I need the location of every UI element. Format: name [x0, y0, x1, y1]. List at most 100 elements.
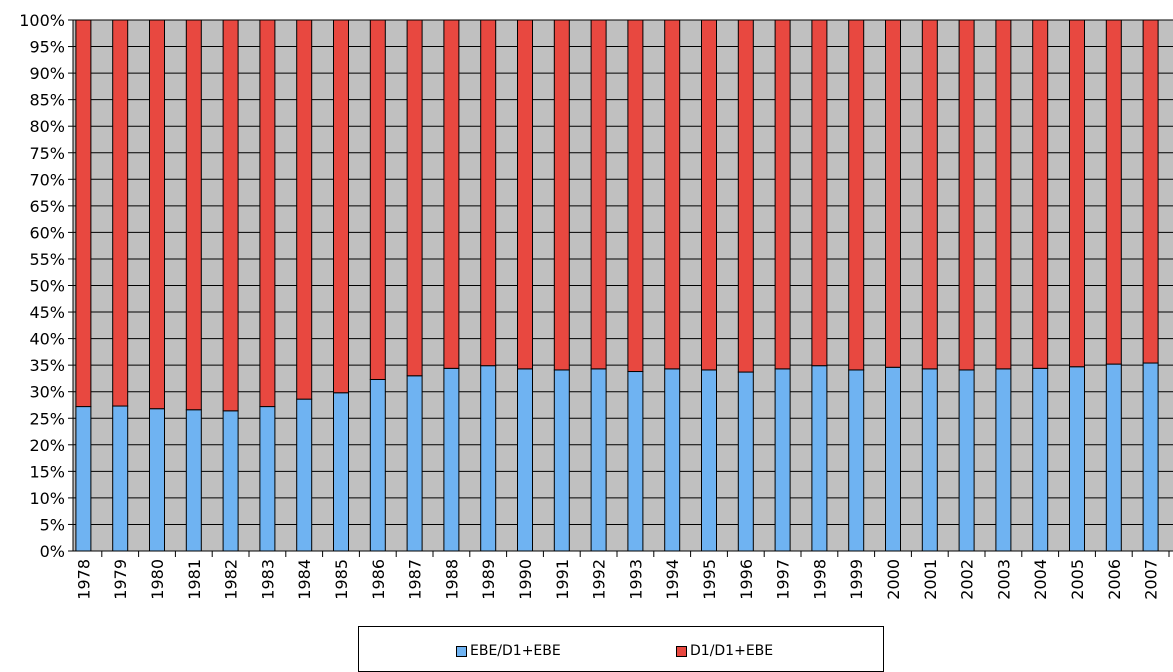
- bar-segment-d1-2005: [1069, 19, 1085, 368]
- y-tick-label: 55%: [29, 250, 65, 269]
- x-tick-label: 2001: [921, 559, 940, 600]
- bar-segment-d1-1998: [811, 19, 828, 367]
- bar-segment-d1-1994: [664, 19, 681, 370]
- bar-segment-ebe-1985: [333, 392, 349, 552]
- bar-segment-ebe-2005: [1069, 366, 1085, 552]
- bar-segment-d1-2006: [1105, 19, 1122, 365]
- x-tick-label: 1992: [590, 559, 609, 600]
- bar-segment-d1-2004: [1032, 19, 1049, 369]
- bar-segment-ebe-2000: [885, 366, 901, 552]
- x-tick-label: 1988: [442, 559, 461, 600]
- legend-item-d1: D1/D1+EBE: [676, 643, 773, 659]
- y-axis-ticks: 0% 5% 10% 15% 20% 25% 30% 35% 40% 45% 50% 55% 60% 65%…: [19, 11, 73, 561]
- x-tick-label: 1998: [810, 559, 829, 600]
- y-tick-label: 60%: [29, 223, 65, 242]
- bar-segment-d1-1985: [333, 19, 349, 394]
- x-tick-label: 2003: [994, 559, 1013, 600]
- stacked-bar-chart: 0% 5% 10% 15% 20% 25% 30% 35% 40% 45% 50% 55% 60% 65%…: [19, 11, 1173, 600]
- y-tick-label: 70%: [29, 170, 65, 189]
- y-tick-label: 40%: [29, 330, 65, 349]
- x-tick-label: 1979: [111, 559, 130, 600]
- x-tick-label: 2000: [884, 559, 903, 600]
- legend-item-ebe: EBE/D1+EBE: [456, 643, 561, 659]
- bar-segment-d1-1980: [149, 19, 165, 410]
- bar-segment-d1-1995: [701, 19, 717, 371]
- y-tick-label: 90%: [29, 64, 65, 83]
- legend: EBE/D1+EBE D1/D1+EBE: [358, 626, 884, 672]
- x-tick-label: 1989: [479, 559, 498, 600]
- bar-segment-d1-1984: [296, 19, 313, 400]
- bar-segment-ebe-2006: [1105, 363, 1122, 552]
- x-tick-label: 2005: [1068, 559, 1087, 600]
- bar-segment-d1-1983: [259, 19, 276, 408]
- bar-segment-ebe-1992: [590, 368, 607, 552]
- x-tick-label: 1997: [774, 559, 793, 600]
- bar-segment-d1-2007: [1142, 19, 1159, 364]
- x-tick-label: 1978: [74, 559, 93, 600]
- x-tick-label: 1990: [516, 559, 535, 600]
- bar-segment-ebe-1980: [149, 408, 165, 552]
- y-tick-label: 65%: [29, 197, 65, 216]
- x-tick-label: 2006: [1105, 559, 1124, 600]
- bar-segment-ebe-1978: [75, 406, 92, 552]
- x-tick-label: 1996: [737, 559, 756, 600]
- x-tick-label: 2007: [1142, 559, 1161, 600]
- bar-segment-ebe-1999: [848, 369, 865, 552]
- legend-label-ebe: EBE/D1+EBE: [470, 643, 561, 659]
- y-tick-label: 100%: [19, 11, 65, 30]
- bar-segment-ebe-1989: [480, 365, 497, 552]
- bar-segment-ebe-2004: [1032, 367, 1049, 552]
- bar-segment-d1-2000: [885, 19, 901, 368]
- x-tick-label: 1985: [332, 559, 351, 600]
- bars: [75, 19, 1159, 552]
- bar-segment-d1-2001: [921, 19, 938, 370]
- y-tick-label: 25%: [29, 409, 65, 428]
- bar-segment-d1-1987: [406, 19, 423, 377]
- bar-segment-ebe-1994: [664, 368, 681, 552]
- bar-segment-ebe-1983: [259, 406, 276, 552]
- bar-segment-d1-1990: [517, 19, 533, 370]
- y-tick-label: 75%: [29, 144, 65, 163]
- x-tick-label: 1999: [847, 559, 866, 600]
- bar-segment-ebe-2002: [958, 369, 975, 552]
- bar-segment-ebe-1991: [553, 369, 570, 552]
- x-tick-label: 1994: [663, 559, 682, 600]
- y-tick-label: 45%: [29, 303, 65, 322]
- bar-segment-d1-1997: [774, 19, 791, 370]
- bar-segment-d1-1981: [185, 19, 202, 411]
- bar-segment-ebe-1990: [517, 368, 533, 552]
- x-tick-label: 1991: [553, 559, 572, 600]
- legend-swatch-ebe: [456, 645, 467, 657]
- x-tick-label: 1980: [148, 559, 167, 600]
- bar-segment-ebe-1986: [369, 378, 386, 552]
- bar-segment-d1-1986: [369, 19, 386, 380]
- bar-segment-d1-1993: [627, 19, 644, 373]
- bar-segment-ebe-1988: [443, 367, 460, 552]
- bar-segment-d1-1988: [443, 19, 460, 369]
- y-tick-label: 30%: [29, 383, 65, 402]
- bar-segment-ebe-1996: [737, 371, 754, 552]
- bar-segment-ebe-1984: [296, 398, 313, 552]
- bar-segment-ebe-2007: [1142, 362, 1159, 552]
- x-tick-label: 1981: [185, 559, 204, 600]
- x-tick-label: 1986: [369, 559, 388, 600]
- bar-segment-ebe-2001: [921, 368, 938, 552]
- bar-segment-ebe-1979: [112, 405, 129, 552]
- bar-segment-d1-1989: [480, 19, 497, 367]
- bar-segment-d1-1979: [112, 19, 129, 407]
- y-tick-label: 85%: [29, 91, 65, 110]
- bar-segment-ebe-2003: [995, 368, 1012, 552]
- bar-segment-d1-2003: [995, 19, 1012, 370]
- y-tick-label: 0%: [40, 542, 65, 561]
- y-tick-label: 95%: [29, 38, 65, 57]
- bar-segment-d1-1992: [590, 19, 607, 370]
- bar-segment-d1-1999: [848, 19, 865, 371]
- x-tick-label: 1993: [626, 559, 645, 600]
- x-tick-label: 2004: [1031, 559, 1050, 600]
- gridlines: [73, 19, 1173, 552]
- y-tick-label: 80%: [29, 117, 65, 136]
- x-tick-label: 1995: [700, 559, 719, 600]
- bar-segment-ebe-1998: [811, 365, 828, 552]
- x-tick-label: 1982: [222, 559, 241, 600]
- x-tick-label: 2002: [958, 559, 977, 600]
